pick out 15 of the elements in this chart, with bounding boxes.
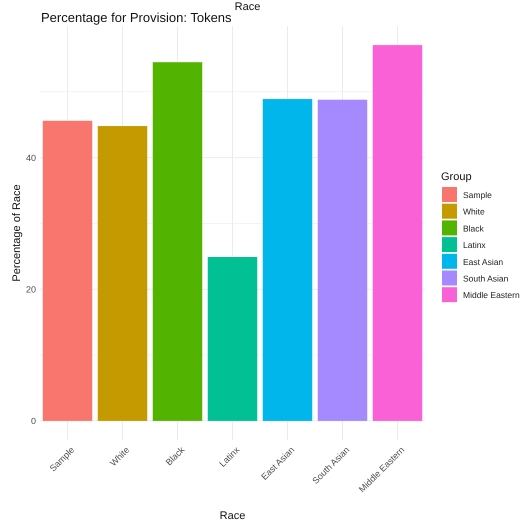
legend-label: Latinx (463, 240, 486, 250)
y-tick-label: 40 (26, 152, 36, 163)
chart-title: Percentage for Provision: Tokens (41, 10, 232, 25)
y-tick-label: 0 (30, 416, 36, 426)
legend-label: Black (463, 223, 485, 234)
y-tick-label: 20 (26, 284, 36, 294)
legend-label: Sample (463, 190, 492, 200)
x-axis-title: Race (220, 510, 246, 522)
legend-title: Group (441, 171, 472, 183)
legend-label: East Asian (463, 256, 504, 267)
legend-label: White (463, 206, 485, 217)
legend-label: South Asian (463, 273, 509, 284)
text: Race (234, 1, 260, 13)
legend-label: Middle Eastern (463, 290, 520, 300)
y-axis-title: Percentage of Race (11, 184, 23, 282)
